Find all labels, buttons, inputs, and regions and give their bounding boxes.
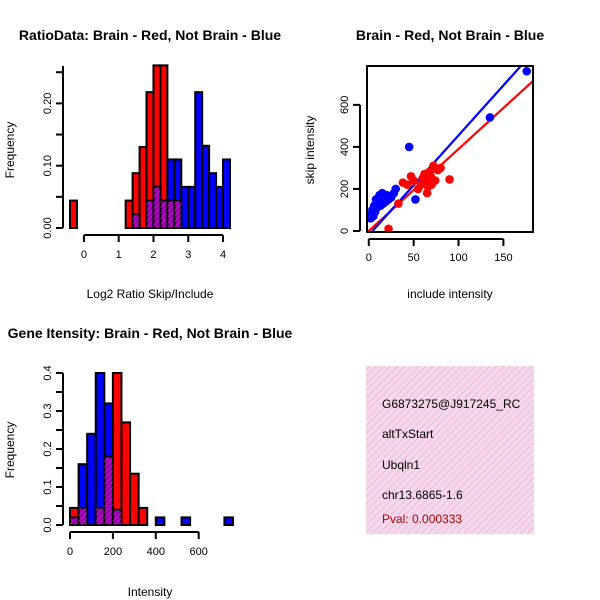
scatter-x-tick-label-0: 0 xyxy=(366,252,372,264)
info-pvalue: Pval: 0.000333 xyxy=(382,512,462,526)
info-panel-hatching xyxy=(366,366,534,534)
ratio-overlap-hatch-7 xyxy=(167,200,175,228)
intensity-y-tick-label-1: 0.1 xyxy=(42,479,54,494)
ratio-overlap-hatch-6 xyxy=(160,200,168,228)
intensity-overlap-hatch-4 xyxy=(112,509,122,525)
intensity-notbrain-bar-8 xyxy=(223,516,234,527)
intensity-brain-bar-6 xyxy=(129,472,140,527)
info-event-type: altTxStart xyxy=(382,427,434,441)
scatter-point-notbrain-23 xyxy=(404,142,414,152)
scatter-axes: 0 50 100 150 0 200 400 600 xyxy=(339,96,513,264)
scatter-y-tick-label-2: 400 xyxy=(339,138,351,156)
intensity-notbrain-bar-7 xyxy=(180,516,192,527)
intensity-histogram-title: Gene Itensity: Brain - Red, Not Brain - … xyxy=(8,325,293,341)
scatter-point-brain-4 xyxy=(409,176,418,185)
intensity-overlap-hatch-2 xyxy=(95,507,105,525)
ratio-y-tick-label-0: 0.00 xyxy=(42,217,54,238)
intensity-notbrain-bar-6 xyxy=(154,516,166,527)
scatter-y-tick-label-3: 600 xyxy=(339,96,351,114)
intensity-brain-bar-5 xyxy=(120,421,132,526)
scatter-point-notbrain-24 xyxy=(411,195,420,204)
ratio-histogram-panel: RatioData: Brain - Red, Not Brain - Blue… xyxy=(3,27,281,301)
ratio-overlap-hatch-5 xyxy=(153,186,161,228)
intensity-y-tick-label-3: 0.3 xyxy=(42,403,54,418)
scatter-x-tick-label-3: 150 xyxy=(494,252,512,264)
ratio-histogram-axes: 0 1 2 3 4 0.00 0.10 0.20 xyxy=(42,66,226,261)
intensity-brain-bar-4 xyxy=(111,372,123,526)
ratio-histogram-ylabel: Frequency xyxy=(3,122,17,179)
intensity-histogram-axes: 0 200 400 600 0.0 0.1 0.2 0.3 0.4 xyxy=(42,365,208,558)
ratio-notbrain-bar-7 xyxy=(187,185,197,229)
ratio-x-tick-label-4: 4 xyxy=(220,249,226,261)
intensity-y-tick-label-0: 0.0 xyxy=(42,517,54,532)
intensity-histogram-xlabel: Intensity xyxy=(128,585,173,599)
ratio-overlap-hatch-2 xyxy=(132,214,140,228)
intensity-brain-bar-7 xyxy=(137,506,149,526)
intensity-x-tick-label-2: 400 xyxy=(147,546,165,558)
ratio-x-tick-label-2: 2 xyxy=(150,249,156,261)
scatter-point-notbrain-22 xyxy=(391,184,401,194)
ratio-histogram-bars xyxy=(69,64,231,230)
intensity-notbrain-bar-2 xyxy=(86,432,97,526)
ratio-y-tick-label-1: 0.10 xyxy=(42,155,54,176)
ratio-brain-bar-0 xyxy=(69,199,78,229)
scatter-x-tick-label-2: 100 xyxy=(449,252,467,264)
scatter-point-notbrain-25 xyxy=(485,113,495,122)
intensity-histogram-ylabel: Frequency xyxy=(3,422,17,479)
scatter-point-notbrain-26 xyxy=(522,66,532,76)
scatter-ylabel: skip intensity xyxy=(303,116,317,185)
ratio-notbrain-bar-10 xyxy=(208,172,218,230)
ratio-notbrain-bar-8 xyxy=(194,91,204,229)
ratio-overlap-hatch-4 xyxy=(146,200,154,228)
ratio-overlap-hatch-8 xyxy=(174,200,182,228)
scatter-point-brain-10 xyxy=(422,188,432,198)
intensity-histogram-bars xyxy=(69,372,234,527)
scatter-point-brain-20 xyxy=(394,199,403,208)
intensity-overlap-hatch-3 xyxy=(104,456,113,525)
ratio-x-tick-label-3: 3 xyxy=(185,249,191,261)
scatter-y-tick-label-1: 200 xyxy=(339,180,351,198)
info-gene-symbol: Ubqln1 xyxy=(382,458,420,472)
ratio-brain-bar-3 xyxy=(138,146,148,229)
intensity-x-tick-label-0: 0 xyxy=(67,546,73,558)
info-location: chr13.6865-1.6 xyxy=(382,488,463,502)
intensity-x-tick-label-1: 200 xyxy=(104,546,122,558)
intensity-histogram-panel: Gene Itensity: Brain - Red, Not Brain - … xyxy=(3,325,293,599)
scatter-point-brain-18 xyxy=(436,163,445,173)
intensity-y-tick-label-4: 0.4 xyxy=(42,365,54,380)
ratio-notbrain-bar-12 xyxy=(222,158,231,229)
scatter-point-brain-16 xyxy=(430,176,440,185)
scatter-points xyxy=(367,66,532,232)
scatter-fit-line-notbrain xyxy=(370,66,523,232)
scatter-fit-lines xyxy=(367,66,533,232)
intensity-overlap-hatch-1 xyxy=(78,507,88,525)
intensity-notbrain-bar-3 xyxy=(94,372,106,526)
ratio-histogram-xlabel: Log2 Ratio Skip/Include xyxy=(87,287,214,301)
ratio-x-tick-label-1: 1 xyxy=(116,249,122,261)
intensity-overlap-hatch-0 xyxy=(70,517,79,525)
scatter-point-brain-2 xyxy=(403,180,412,190)
scatter-title: Brain - Red, Not Brain - Blue xyxy=(356,27,544,43)
ratio-brain-bar-1 xyxy=(124,199,134,229)
scatter-plot-frame xyxy=(366,65,534,233)
ratio-notbrain-bar-9 xyxy=(201,144,211,229)
ratio-y-tick-label-2: 0.20 xyxy=(42,93,54,114)
scatter-point-brain-19 xyxy=(445,175,454,184)
ratio-x-tick-label-0: 0 xyxy=(81,249,87,261)
scatter-xlabel: include intensity xyxy=(407,287,492,301)
scatter-x-tick-label-1: 50 xyxy=(408,252,420,264)
intensity-x-tick-label-3: 600 xyxy=(190,546,208,558)
intensity-scatter-panel: Brain - Red, Not Brain - Blue 0 50 100 1500… xyxy=(303,27,544,301)
gene-info-panel: G6873275@J917245_RC altTxStart Ubqln1 ch… xyxy=(366,366,534,534)
ratio-notbrain-bar-6 xyxy=(180,185,190,229)
ratio-notbrain-bar-11 xyxy=(215,185,225,229)
intensity-y-tick-label-2: 0.2 xyxy=(42,441,54,456)
scatter-point-brain-0 xyxy=(384,224,393,232)
ratio-histogram-title: RatioData: Brain - Red, Not Brain - Blue xyxy=(19,27,281,43)
scatter-y-tick-label-0: 0 xyxy=(339,228,351,234)
info-event-id: G6873275@J917245_RC xyxy=(382,397,521,411)
